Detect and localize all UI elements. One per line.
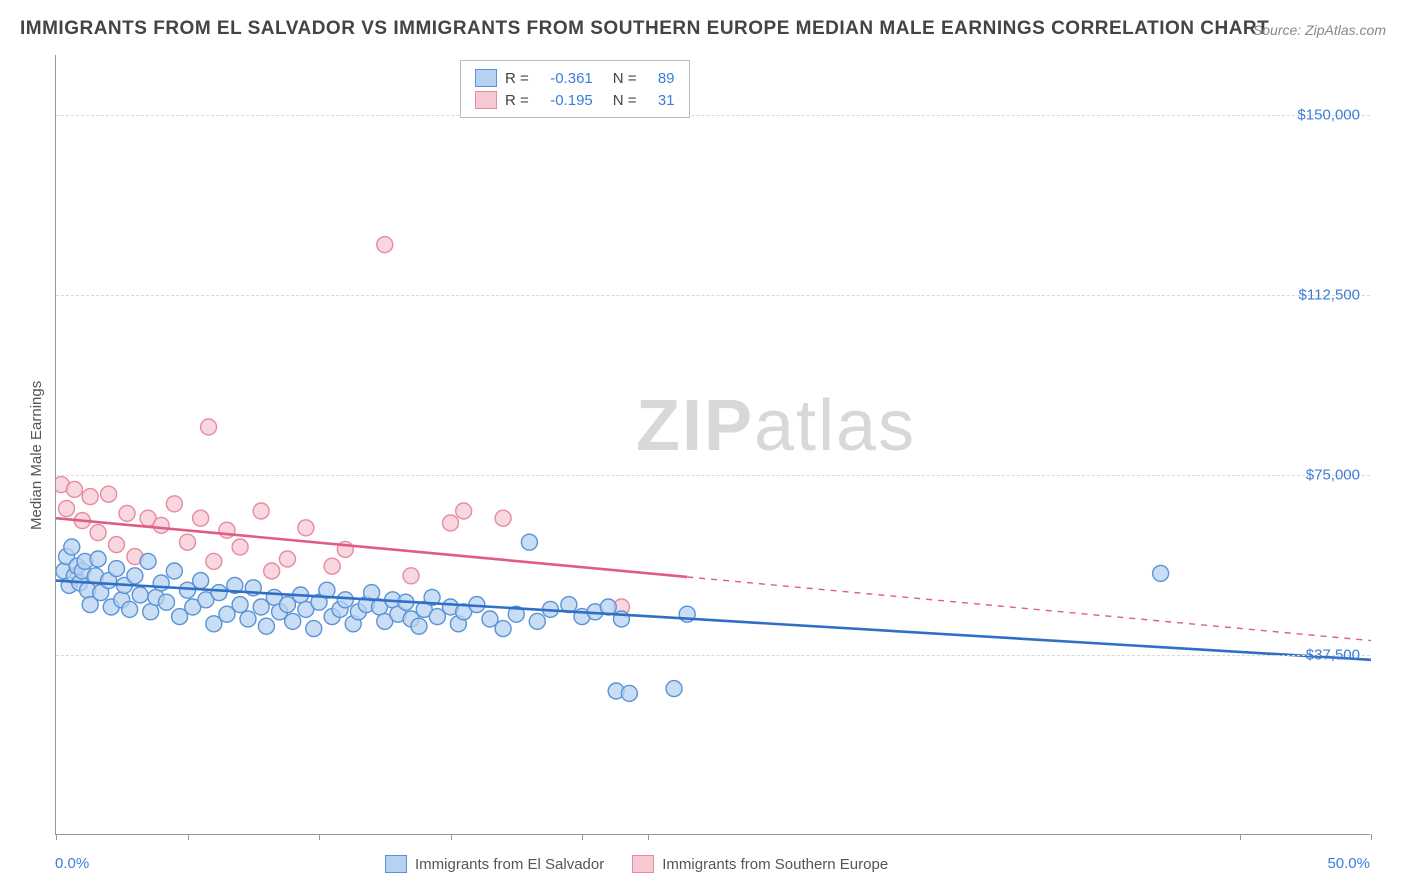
y-tick-label: $112,500	[1299, 287, 1360, 304]
stats-r-label: R =	[505, 92, 529, 109]
data-point	[193, 510, 209, 526]
y-tick-label: $75,000	[1306, 467, 1360, 484]
data-point	[108, 561, 124, 577]
y-axis-title: Median Male Earnings	[28, 381, 45, 530]
stats-swatch	[475, 91, 497, 109]
stats-n-value: 31	[645, 92, 675, 109]
x-tick	[648, 834, 649, 840]
plot-area: ZIPatlas $37,500$75,000$112,500$150,000	[55, 55, 1370, 835]
data-point	[240, 611, 256, 627]
x-tick	[1371, 834, 1372, 840]
data-point	[64, 539, 80, 555]
data-point	[285, 613, 301, 629]
x-tick	[582, 834, 583, 840]
data-point	[193, 573, 209, 589]
x-axis-max-label: 50.0%	[1327, 855, 1370, 872]
stats-r-label: R =	[505, 70, 529, 87]
correlation-stats-box: R = -0.361 N = 89 R = -0.195 N = 31	[460, 60, 690, 118]
data-point	[158, 594, 174, 610]
data-point	[166, 563, 182, 579]
data-point	[143, 604, 159, 620]
stats-n-label: N =	[613, 70, 637, 87]
legend-label: Immigrants from El Salvador	[415, 856, 604, 873]
grid-line	[56, 475, 1370, 476]
data-point	[211, 585, 227, 601]
data-point	[180, 534, 196, 550]
data-point	[201, 419, 217, 435]
data-point	[59, 501, 75, 517]
legend-label: Immigrants from Southern Europe	[662, 856, 888, 873]
x-tick	[319, 834, 320, 840]
data-point	[529, 613, 545, 629]
data-point	[232, 597, 248, 613]
data-point	[495, 621, 511, 637]
data-point	[337, 592, 353, 608]
x-tick	[1240, 834, 1241, 840]
data-point	[411, 618, 427, 634]
data-point	[101, 486, 117, 502]
data-point	[377, 237, 393, 253]
data-point	[108, 537, 124, 553]
data-point	[66, 481, 82, 497]
data-point	[403, 568, 419, 584]
data-point	[306, 621, 322, 637]
x-tick	[56, 834, 57, 840]
data-point	[140, 553, 156, 569]
data-point	[119, 505, 135, 521]
data-point	[666, 681, 682, 697]
data-point	[1153, 565, 1169, 581]
data-point	[298, 520, 314, 536]
data-point	[232, 539, 248, 555]
data-point	[264, 563, 280, 579]
stats-row: R = -0.361 N = 89	[475, 67, 675, 89]
data-point	[495, 510, 511, 526]
grid-line	[56, 295, 1370, 296]
y-tick-label: $37,500	[1306, 647, 1360, 664]
data-point	[132, 587, 148, 603]
stats-row: R = -0.195 N = 31	[475, 89, 675, 111]
grid-line	[56, 655, 1370, 656]
data-point	[127, 568, 143, 584]
data-point	[279, 551, 295, 567]
data-point	[166, 496, 182, 512]
data-point	[258, 618, 274, 634]
data-point	[90, 551, 106, 567]
legend-item: Immigrants from El Salvador	[385, 855, 604, 873]
chart-svg	[56, 55, 1371, 835]
data-point	[206, 553, 222, 569]
x-axis-min-label: 0.0%	[55, 855, 89, 872]
series-legend: Immigrants from El Salvador Immigrants fr…	[385, 855, 888, 873]
data-point	[153, 575, 169, 591]
stats-n-value: 89	[645, 70, 675, 87]
source-attribution: Source: ZipAtlas.com	[1253, 22, 1386, 38]
trend-line-projection	[687, 577, 1371, 641]
data-point	[253, 503, 269, 519]
stats-r-value: -0.361	[537, 70, 593, 87]
data-point	[82, 489, 98, 505]
stats-n-label: N =	[613, 92, 637, 109]
stats-r-value: -0.195	[537, 92, 593, 109]
data-point	[443, 515, 459, 531]
x-tick	[451, 834, 452, 840]
data-point	[153, 517, 169, 533]
x-tick	[188, 834, 189, 840]
data-point	[456, 503, 472, 519]
chart-title: IMMIGRANTS FROM EL SALVADOR VS IMMIGRANT…	[20, 18, 1269, 40]
legend-swatch	[385, 855, 407, 873]
legend-swatch	[632, 855, 654, 873]
legend-item: Immigrants from Southern Europe	[632, 855, 888, 873]
grid-line	[56, 115, 1370, 116]
data-point	[521, 534, 537, 550]
data-point	[621, 685, 637, 701]
y-tick-label: $150,000	[1297, 107, 1360, 124]
data-point	[90, 525, 106, 541]
data-point	[324, 558, 340, 574]
stats-swatch	[475, 69, 497, 87]
data-point	[122, 601, 138, 617]
